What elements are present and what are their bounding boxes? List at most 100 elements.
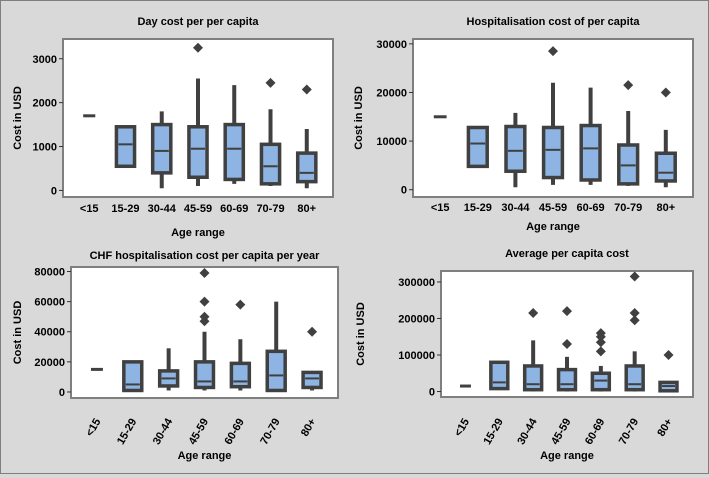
box-group xyxy=(504,112,527,188)
box-group xyxy=(157,348,180,391)
x-axis-label: Age range xyxy=(171,227,225,239)
x-tick-label: 60-69 xyxy=(220,203,248,215)
y-tick-label: 200000 xyxy=(398,313,435,325)
outlier-point xyxy=(595,346,606,357)
box xyxy=(504,124,527,173)
box-group xyxy=(301,326,323,391)
chart-title: Day cost per per capita xyxy=(137,16,259,28)
x-axis-label: Age range xyxy=(526,221,580,233)
x-tick-label: 70-79 xyxy=(258,417,282,447)
y-tick-label: 2000 xyxy=(33,98,57,110)
y-tick-label: 0 xyxy=(59,387,65,399)
y-tick-label: 20000 xyxy=(376,87,407,99)
box xyxy=(654,151,677,183)
outlier-point xyxy=(629,271,640,282)
box-group xyxy=(617,80,640,186)
outlier-point xyxy=(595,328,606,339)
box xyxy=(150,122,173,175)
box xyxy=(223,122,246,182)
y-axis-label: Cost in USD xyxy=(355,302,367,366)
outlier-point xyxy=(663,350,674,360)
box xyxy=(489,360,510,391)
box-group xyxy=(229,299,252,391)
x-axis-label: Age range xyxy=(178,450,232,462)
x-tick-label: 30-44 xyxy=(515,416,540,447)
box-group xyxy=(489,360,510,391)
y-tick-label: 0 xyxy=(429,387,435,399)
box-group xyxy=(658,350,679,393)
x-tick-label: 30-44 xyxy=(148,203,177,215)
x-tick-label: <15 xyxy=(84,417,104,439)
outlier-point xyxy=(528,308,539,318)
x-tick-label: 80+ xyxy=(656,202,675,214)
box-group xyxy=(122,360,144,393)
outlier-point xyxy=(199,311,210,322)
x-tick-label: <15 xyxy=(80,203,99,215)
outlier-point xyxy=(629,315,640,326)
chart-panel-4: Average per capita cost 0 100000 200000 3000… xyxy=(355,248,694,462)
chart-title: Hospitalisation cost of per capita xyxy=(467,16,641,28)
x-tick-label: 15-29 xyxy=(481,417,505,447)
outlier-point xyxy=(265,77,276,88)
x-tick-label: 45-59 xyxy=(549,417,573,447)
box-group xyxy=(259,77,282,187)
box xyxy=(229,361,252,389)
chart-title: CHF hospitalisation cost per capita per … xyxy=(90,250,321,262)
x-tick-label: 80+ xyxy=(655,417,675,439)
y-tick-label: 1000 xyxy=(33,142,57,154)
box-group xyxy=(590,328,612,392)
x-tick-label: 80+ xyxy=(299,417,319,439)
box xyxy=(579,123,602,182)
y-tick-label: 300000 xyxy=(398,277,435,289)
x-tick-label: 70-79 xyxy=(614,202,642,214)
box-group xyxy=(114,125,137,169)
x-tick-label: <15 xyxy=(452,417,472,439)
outlier-point xyxy=(562,306,572,317)
chart-panel-2: Hospitalisation cost of per capita 0 10000… xyxy=(353,16,694,233)
box-group xyxy=(265,301,287,393)
y-axis-label: Cost in USD xyxy=(12,301,24,365)
x-tick-label: 70-79 xyxy=(256,203,284,215)
chart-panel-1: Day cost per per capita 0 1000 2000 3000 Cost… xyxy=(12,16,334,239)
x-tick-label: 60-69 xyxy=(222,417,246,447)
box-group xyxy=(556,306,578,392)
x-tick-label: 45-59 xyxy=(187,417,211,447)
outlier-point xyxy=(307,326,318,337)
box-group xyxy=(466,125,489,169)
outlier-point xyxy=(623,80,634,91)
y-tick-label: 30000 xyxy=(376,39,407,51)
y-tick-label: 60000 xyxy=(34,297,65,309)
x-tick-label: 30-44 xyxy=(151,416,176,447)
y-tick-label: 80000 xyxy=(34,267,65,279)
chart-panel-3: CHF hospitalisation cost per capita per … xyxy=(12,250,339,462)
box xyxy=(187,125,209,179)
x-axis-label: Age range xyxy=(540,450,594,462)
y-tick-label: 20000 xyxy=(34,357,65,369)
box-group xyxy=(295,84,318,189)
box-group xyxy=(223,85,246,184)
x-tick-label: <15 xyxy=(431,202,450,214)
box xyxy=(466,125,489,169)
outlier-point xyxy=(235,299,246,310)
y-axis-label: Cost in USD xyxy=(12,86,24,150)
outlier-point xyxy=(562,339,572,350)
outlier-point xyxy=(199,268,210,279)
box-group xyxy=(187,42,209,187)
x-tick-label: 15-29 xyxy=(464,202,492,214)
outlier-point xyxy=(199,296,210,307)
box xyxy=(295,151,318,184)
box xyxy=(265,349,287,393)
box-group xyxy=(579,87,602,185)
box-group xyxy=(541,46,565,185)
y-tick-label: 0 xyxy=(401,185,407,197)
y-axis-label: Cost in USD xyxy=(353,86,365,150)
x-tick-label: 70-79 xyxy=(617,417,641,447)
outlier-point xyxy=(595,337,606,348)
box xyxy=(301,370,323,390)
y-tick-label: 100000 xyxy=(398,350,435,362)
box xyxy=(522,364,544,392)
outlier-point xyxy=(660,87,671,98)
x-tick-label: 15-29 xyxy=(115,417,139,447)
